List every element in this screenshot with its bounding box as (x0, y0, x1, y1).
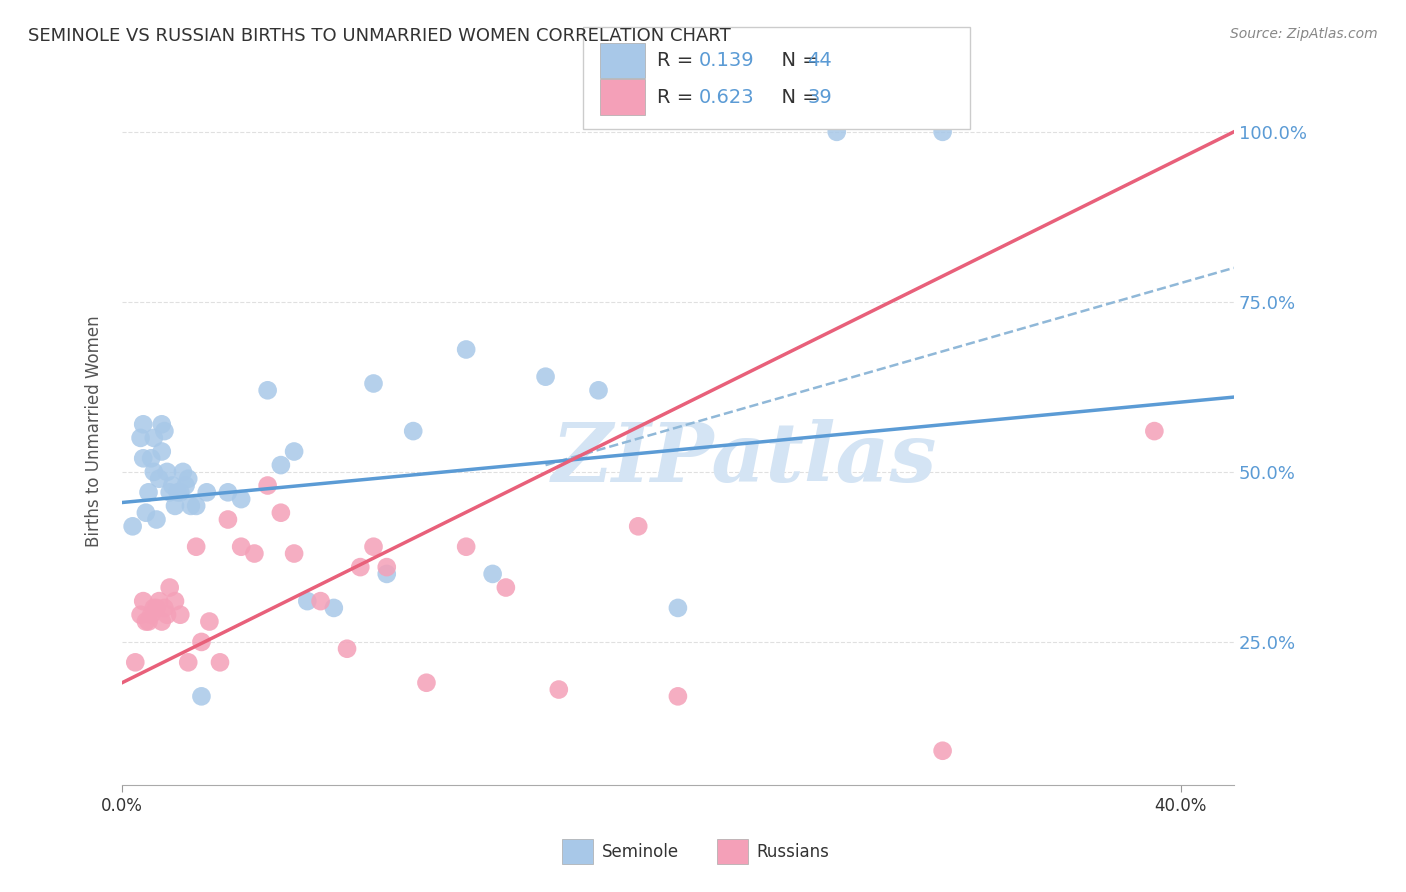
Point (129, 607, 152, 622)
Point (627, 519, 650, 533)
Point (135, 506, 157, 520)
Text: 0.623: 0.623 (699, 87, 755, 107)
Point (153, 424, 176, 438)
Point (481, 566, 503, 581)
Text: R =: R = (657, 51, 699, 70)
Point (456, 343, 478, 357)
Point (138, 615, 160, 629)
Point (931, 125, 953, 139)
Point (156, 607, 179, 622)
Point (402, 424, 425, 438)
Y-axis label: Births to Unmarried Women: Births to Unmarried Women (86, 315, 103, 547)
Point (243, 547, 266, 561)
Point (309, 594, 332, 608)
Point (547, 682, 569, 697)
Point (825, 125, 848, 139)
Point (256, 384, 278, 398)
Text: SEMINOLE VS RUSSIAN BIRTHS TO UNMARRIED WOMEN CORRELATION CHART: SEMINOLE VS RUSSIAN BIRTHS TO UNMARRIED … (28, 27, 731, 45)
Point (177, 656, 200, 670)
Point (169, 485, 191, 500)
Point (190, 635, 212, 649)
Point (153, 601, 176, 615)
Point (150, 615, 173, 629)
Point (588, 384, 610, 398)
Point (177, 472, 200, 486)
Point (166, 485, 188, 500)
Point (132, 594, 155, 608)
Point (141, 607, 163, 622)
Point (195, 485, 218, 500)
Point (141, 451, 163, 466)
Point (231, 540, 253, 554)
Point (159, 485, 181, 500)
Point (931, 744, 953, 758)
Point (297, 594, 319, 608)
Point (148, 472, 170, 486)
Point (270, 506, 292, 520)
Point (415, 675, 437, 690)
Point (129, 431, 152, 445)
Point (217, 485, 239, 500)
Point (190, 690, 212, 704)
Point (495, 581, 517, 595)
Point (159, 581, 181, 595)
Point (145, 601, 167, 615)
Point (666, 690, 689, 704)
Point (150, 417, 173, 432)
Point (534, 369, 557, 384)
Point (163, 499, 186, 513)
Point (174, 478, 197, 492)
Point (1143, 424, 1166, 438)
Point (231, 492, 253, 507)
Point (208, 656, 231, 670)
Point (169, 607, 191, 622)
Point (150, 444, 173, 458)
Point (142, 601, 165, 615)
Text: ZIPatlas: ZIPatlas (553, 419, 938, 500)
Point (180, 499, 202, 513)
Point (163, 594, 186, 608)
Text: N =: N = (769, 51, 825, 70)
Point (145, 512, 167, 526)
Point (283, 547, 305, 561)
Point (336, 641, 359, 656)
Point (363, 376, 385, 391)
Text: 0.139: 0.139 (699, 51, 755, 70)
Text: 44: 44 (807, 51, 832, 70)
Point (198, 615, 221, 629)
Point (456, 540, 478, 554)
Point (132, 451, 155, 466)
Point (156, 465, 179, 479)
Point (186, 540, 208, 554)
Point (186, 499, 208, 513)
Point (270, 458, 292, 472)
Point (142, 431, 165, 445)
Point (138, 485, 160, 500)
Text: Seminole: Seminole (602, 843, 679, 861)
Text: 39: 39 (807, 87, 832, 107)
Point (132, 417, 155, 432)
Point (217, 512, 239, 526)
Point (256, 478, 278, 492)
Point (666, 601, 689, 615)
Point (283, 444, 305, 458)
Text: Source: ZipAtlas.com: Source: ZipAtlas.com (1230, 27, 1378, 41)
Point (121, 519, 143, 533)
Point (375, 566, 398, 581)
Point (172, 465, 194, 479)
Point (349, 560, 371, 574)
Point (363, 540, 385, 554)
Point (124, 656, 146, 670)
Point (162, 478, 184, 492)
Point (375, 560, 398, 574)
Text: N =: N = (769, 87, 825, 107)
Point (142, 465, 165, 479)
Text: Russians: Russians (756, 843, 830, 861)
Point (135, 615, 157, 629)
Point (148, 594, 170, 608)
Text: R =: R = (657, 87, 699, 107)
Point (322, 601, 344, 615)
